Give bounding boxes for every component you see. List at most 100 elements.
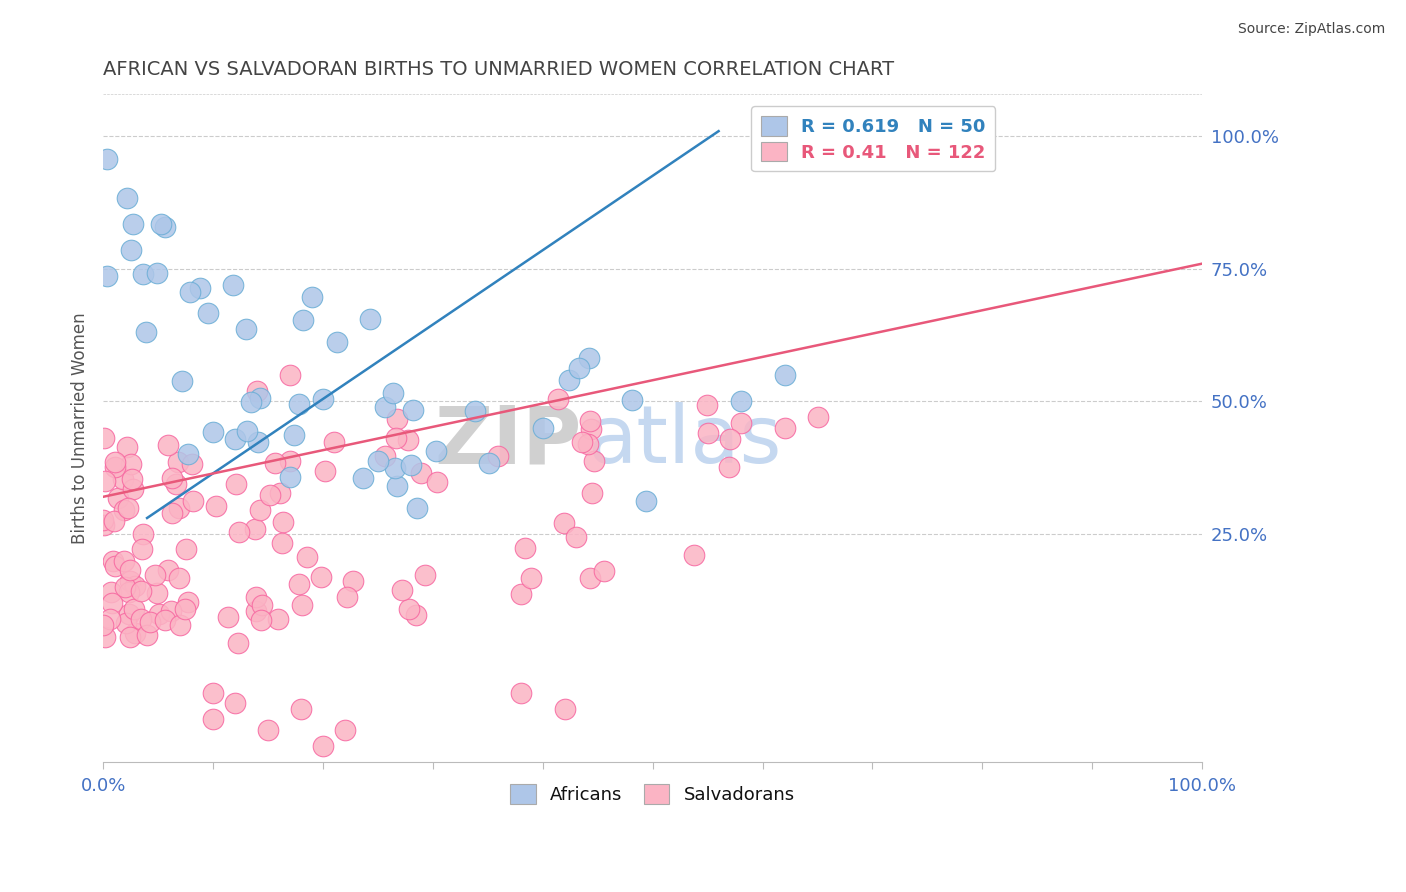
Point	[96, 152, 118, 166]
Text: AFRICAN VS SALVADORAN BIRTHS TO UNMARRIED WOMEN CORRELATION CHART: AFRICAN VS SALVADORAN BIRTHS TO UNMARRIE…	[103, 60, 894, 78]
Point	[513, 541, 536, 555]
Point	[295, 549, 318, 564]
Point	[121, 217, 143, 231]
Point	[773, 421, 796, 435]
Point	[267, 611, 290, 625]
Point	[132, 267, 155, 281]
Text: atlas: atlas	[586, 402, 782, 480]
Point	[157, 563, 180, 577]
Point	[406, 500, 429, 515]
Point	[718, 432, 741, 446]
Point	[146, 266, 169, 280]
Point	[374, 449, 396, 463]
Point	[579, 571, 602, 585]
Point	[118, 607, 141, 621]
Point	[177, 595, 200, 609]
Point	[426, 475, 449, 490]
Point	[381, 385, 404, 400]
Point	[155, 219, 177, 234]
Point	[176, 447, 198, 461]
Point	[283, 428, 305, 442]
Point	[280, 454, 302, 468]
Point	[464, 403, 486, 417]
Point	[202, 425, 225, 440]
Point	[565, 531, 588, 545]
Point	[269, 485, 291, 500]
Point	[558, 373, 581, 387]
Point	[401, 403, 423, 417]
Point	[122, 483, 145, 497]
Point	[405, 607, 427, 622]
Point	[578, 351, 600, 365]
Point	[94, 475, 117, 489]
Point	[104, 459, 127, 474]
Point	[143, 567, 166, 582]
Point	[181, 494, 204, 508]
Point	[118, 563, 141, 577]
Point	[120, 574, 142, 588]
Point	[124, 579, 146, 593]
Point	[226, 636, 249, 650]
Point	[278, 368, 301, 382]
Point	[107, 491, 129, 505]
Point	[292, 313, 315, 327]
Point	[374, 401, 396, 415]
Point	[398, 602, 420, 616]
Point	[124, 625, 146, 640]
Point	[583, 454, 606, 468]
Point	[121, 472, 143, 486]
Point	[96, 268, 118, 283]
Point	[135, 628, 157, 642]
Point	[270, 535, 292, 549]
Point	[224, 432, 246, 446]
Point	[547, 392, 569, 406]
Point	[148, 607, 170, 622]
Point	[160, 604, 183, 618]
Point	[301, 290, 323, 304]
Point	[311, 570, 333, 584]
Point	[245, 604, 267, 618]
Point	[425, 443, 447, 458]
Point	[112, 503, 135, 517]
Point	[385, 479, 408, 493]
Point	[730, 394, 752, 409]
Point	[578, 414, 600, 428]
Point	[291, 598, 314, 612]
Point	[120, 630, 142, 644]
Point	[103, 514, 125, 528]
Point	[581, 485, 603, 500]
Point	[93, 513, 115, 527]
Point	[250, 599, 273, 613]
Point	[387, 412, 409, 426]
Point	[139, 615, 162, 629]
Point	[773, 368, 796, 382]
Point	[683, 548, 706, 562]
Point	[94, 630, 117, 644]
Point	[228, 524, 250, 539]
Point	[249, 392, 271, 406]
Point	[249, 503, 271, 517]
Point	[367, 453, 389, 467]
Point	[174, 541, 197, 556]
Point	[167, 571, 190, 585]
Point	[202, 686, 225, 700]
Point	[222, 278, 245, 293]
Point	[717, 459, 740, 474]
Point	[114, 615, 136, 630]
Point	[806, 410, 828, 425]
Point	[167, 500, 190, 515]
Point	[93, 518, 115, 533]
Point	[509, 586, 531, 600]
Point	[124, 602, 146, 616]
Point	[554, 702, 576, 716]
Point	[100, 597, 122, 611]
Point	[217, 610, 239, 624]
Point	[205, 499, 228, 513]
Point	[333, 723, 356, 737]
Point	[112, 472, 135, 486]
Point	[278, 470, 301, 484]
Point	[166, 455, 188, 469]
Point	[352, 471, 374, 485]
Point	[342, 574, 364, 588]
Point	[409, 466, 432, 480]
